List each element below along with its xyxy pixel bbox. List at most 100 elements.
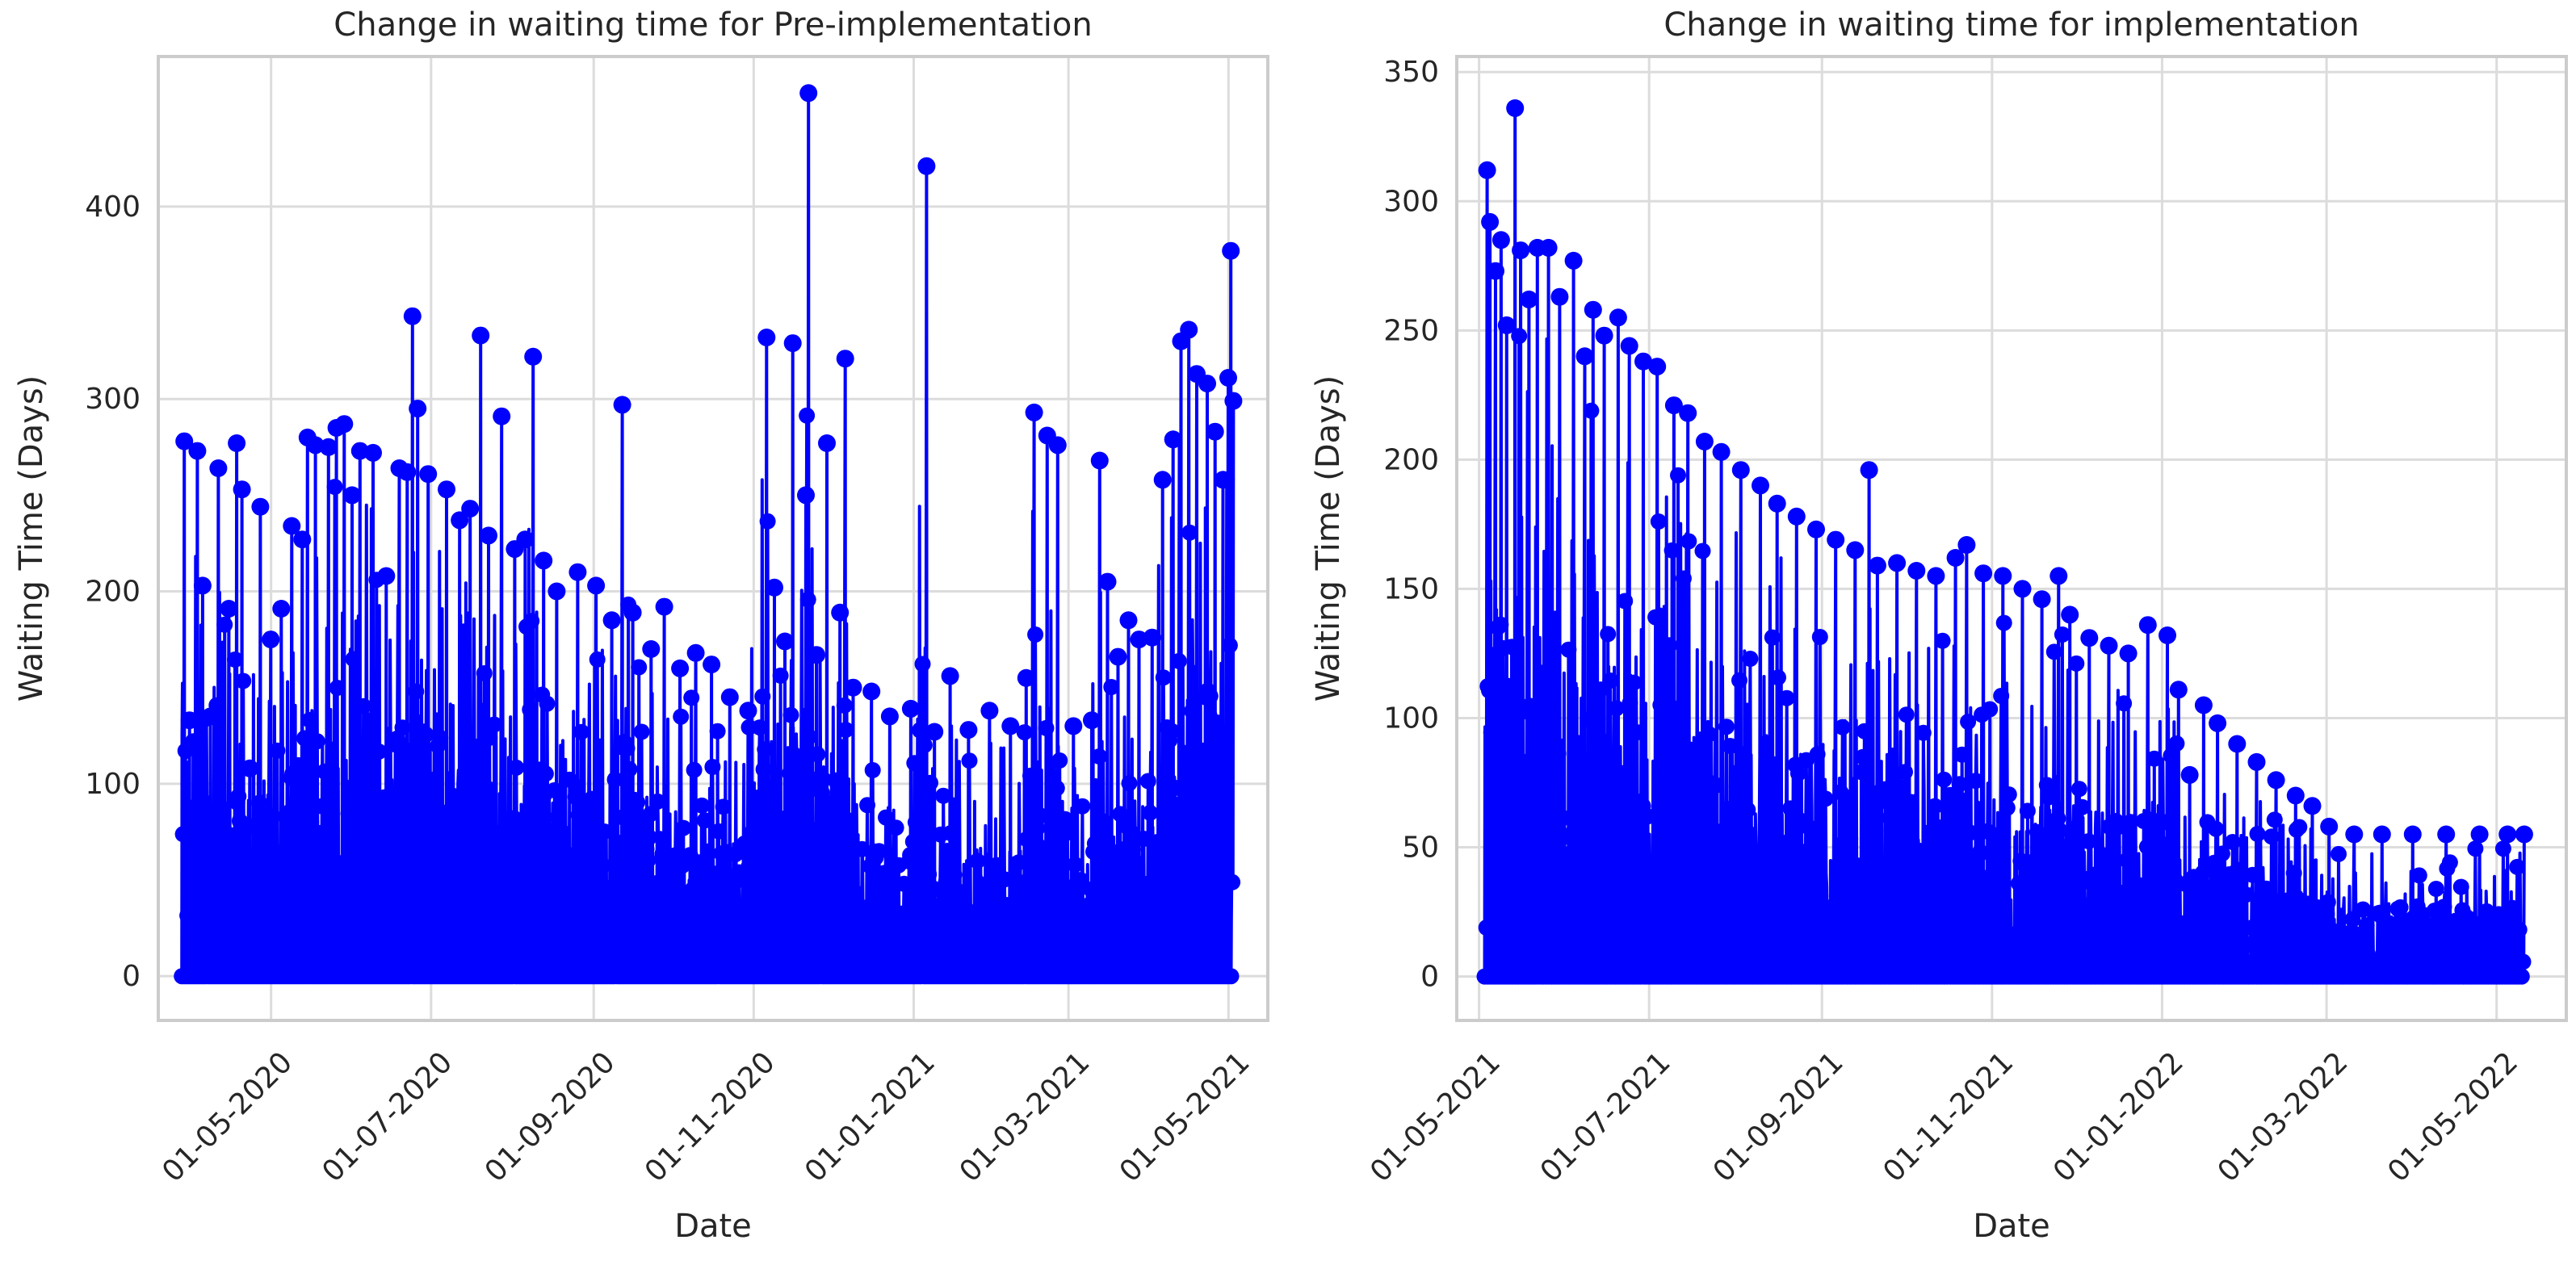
left-chart-data-point	[251, 794, 268, 811]
right-chart-data-point	[1991, 827, 2007, 843]
right-chart-peak-point	[2373, 825, 2391, 844]
left-chart-data-point	[1221, 637, 1238, 654]
right-chart-data-point	[1970, 925, 1987, 942]
right-chart-series	[1476, 99, 2533, 985]
right-chart-data-point	[1608, 700, 1625, 717]
left-chart-series	[174, 84, 1243, 985]
left-chart-data-point	[640, 852, 657, 869]
left-chart-data-point	[686, 761, 703, 778]
left-chart-data-point	[216, 616, 233, 633]
right-chart-y-tick-label: 100	[1383, 702, 1439, 735]
left-chart-data-point	[353, 763, 370, 780]
left-chart-data-point	[1125, 841, 1141, 858]
left-chart-data-point	[428, 853, 445, 869]
left-chart-peak-point	[797, 486, 815, 505]
right-chart-data-point	[2032, 829, 2049, 846]
left-chart-data-point	[573, 723, 589, 740]
right-chart-peak-point	[2180, 765, 2199, 784]
left-chart-peak-point	[1180, 320, 1198, 339]
right-chart-y-tick-label: 350	[1383, 56, 1439, 89]
right-chart-peak-point	[1497, 316, 1516, 334]
right-chart-data-point	[1946, 901, 1963, 918]
left-chart-peak-point	[472, 326, 490, 345]
left-chart-data-point	[1029, 820, 1046, 836]
left-chart-data-point	[300, 827, 317, 844]
left-chart-data-point	[606, 771, 623, 788]
right-chart-data-point	[2132, 906, 2149, 923]
left-chart-data-point	[1202, 688, 1219, 705]
left-chart-data-point	[713, 845, 730, 862]
left-chart-data-point	[329, 680, 346, 696]
right-chart-data-point	[1629, 724, 1646, 741]
left-chart-data-point	[537, 765, 554, 782]
left-chart-peak-point	[233, 480, 251, 499]
right-chart-data-point	[1728, 778, 1745, 795]
left-chart-data-point	[572, 920, 589, 936]
left-chart-peak-point	[880, 707, 899, 726]
right-chart-data-point	[1529, 884, 1546, 901]
right-chart-data-point	[2409, 898, 2426, 915]
left-chart-data-point	[1068, 947, 1085, 964]
right-chart-data-point	[1668, 756, 1684, 773]
right-chart-data-point	[2452, 878, 2469, 895]
right-chart-data-point	[2215, 955, 2232, 972]
left-chart-peak-point	[917, 157, 936, 175]
left-chart-peak-point	[587, 576, 606, 595]
right-chart-data-point	[2434, 919, 2451, 936]
right-chart-data-point	[1582, 878, 1598, 894]
left-chart-peak-point	[783, 334, 802, 353]
left-chart-peak-point	[1017, 668, 1035, 687]
right-chart-data-point	[1825, 910, 1842, 927]
left-chart-data-point	[1193, 945, 1210, 962]
left-chart-data-point	[829, 825, 846, 842]
left-chart-peak-point	[228, 434, 246, 452]
right-chart-data-point	[2211, 905, 2228, 922]
left-chart-data-point	[704, 759, 721, 775]
left-chart-data-point	[1132, 875, 1149, 892]
left-chart-peak-point	[799, 84, 818, 103]
left-chart-peak-point	[409, 400, 427, 418]
right-chart-data-point	[1850, 874, 1867, 891]
right-chart-data-point	[2051, 822, 2067, 838]
left-chart-peak-point	[335, 415, 354, 434]
left-chart-data-point	[625, 915, 642, 932]
right-chart-data-point	[2121, 940, 2138, 957]
right-chart-y-tick-label: 200	[1383, 443, 1439, 476]
left-chart-data-point	[1016, 724, 1033, 741]
right-chart-data-point	[1735, 930, 1752, 947]
left-chart-data-point	[711, 938, 728, 955]
right-chart-data-point	[2285, 865, 2302, 882]
left-chart-peak-point	[1214, 471, 1232, 489]
right-chart-data-point	[2318, 905, 2335, 922]
left-chart-peak-point	[568, 563, 587, 581]
right-chart-data-point	[2068, 655, 2085, 672]
left-chart-data-point	[987, 883, 1004, 900]
right-chart-data-point	[1708, 777, 1725, 794]
left-chart-data-point	[406, 895, 423, 912]
left-chart-peak-point	[548, 582, 566, 601]
right-chart-data-point	[2038, 777, 2055, 794]
left-chart-peak-point	[776, 632, 794, 651]
right-chart-data-point	[1811, 629, 1828, 645]
left-chart-data-point	[190, 916, 207, 932]
right-chart-data-point	[1869, 953, 1886, 970]
right-chart-data-point	[1663, 542, 1680, 559]
right-chart-data-point	[1951, 776, 1968, 793]
left-chart-data-point	[699, 905, 715, 922]
left-chart-data-point	[1210, 727, 1227, 744]
right-chart-data-point	[2511, 921, 2528, 938]
right-chart-data-point	[2213, 885, 2230, 902]
left-chart-data-point	[292, 874, 308, 891]
left-chart-data-point	[1127, 915, 1144, 932]
left-chart-data-point	[1009, 877, 1026, 894]
right-chart-data-point	[2441, 854, 2458, 871]
left-chart-data-point	[296, 730, 313, 747]
right-chart-data-point	[1895, 882, 1912, 898]
left-chart-data-point	[311, 870, 328, 887]
right-chart-data-point	[1867, 822, 1884, 839]
left-chart-data-point	[694, 892, 711, 909]
left-chart-data-point	[751, 719, 768, 736]
right-chart-data-point	[1982, 701, 1999, 718]
left-chart-peak-point	[209, 459, 228, 477]
right-chart-data-point	[1875, 862, 1892, 878]
